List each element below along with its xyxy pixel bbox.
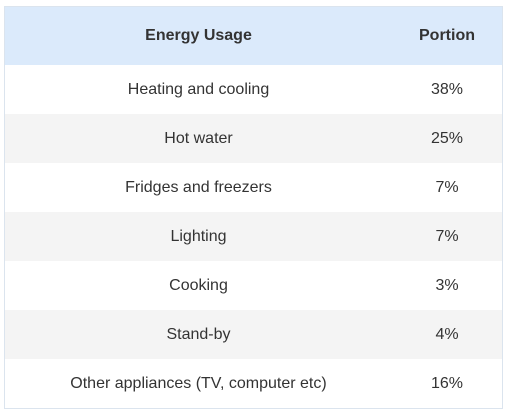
energy-usage-table: Energy Usage Portion Heating and cooling… — [5, 7, 502, 408]
table-row: Stand-by 4% — [5, 310, 502, 359]
table-row: Heating and cooling 38% — [5, 65, 502, 114]
table-row: Fridges and freezers 7% — [5, 163, 502, 212]
table-row: Cooking 3% — [5, 261, 502, 310]
row-label: Stand-by — [166, 325, 231, 343]
row-value: 7% — [435, 227, 459, 245]
row-value: 3% — [435, 276, 459, 294]
row-label: Hot water — [164, 129, 233, 147]
row-label: Fridges and freezers — [125, 178, 272, 196]
row-value: 25% — [430, 129, 464, 147]
row-label: Lighting — [170, 227, 227, 245]
table-row: Hot water 25% — [5, 114, 502, 163]
table-header-row: Energy Usage Portion — [5, 7, 502, 65]
row-label: Other appliances (TV, computer etc) — [70, 374, 327, 392]
energy-usage-table-container: Energy Usage Portion Heating and cooling… — [4, 6, 503, 409]
row-label: Heating and cooling — [127, 80, 270, 98]
row-value: 4% — [435, 325, 459, 343]
header-portion: Portion — [419, 27, 475, 44]
row-value: 38% — [430, 80, 464, 98]
header-energy-usage: Energy Usage — [145, 27, 252, 44]
table-row: Lighting 7% — [5, 212, 502, 261]
row-value: 7% — [435, 178, 459, 196]
row-value: 16% — [430, 374, 464, 392]
table-row: Other appliances (TV, computer etc) 16% — [5, 359, 502, 408]
row-label: Cooking — [169, 276, 228, 294]
